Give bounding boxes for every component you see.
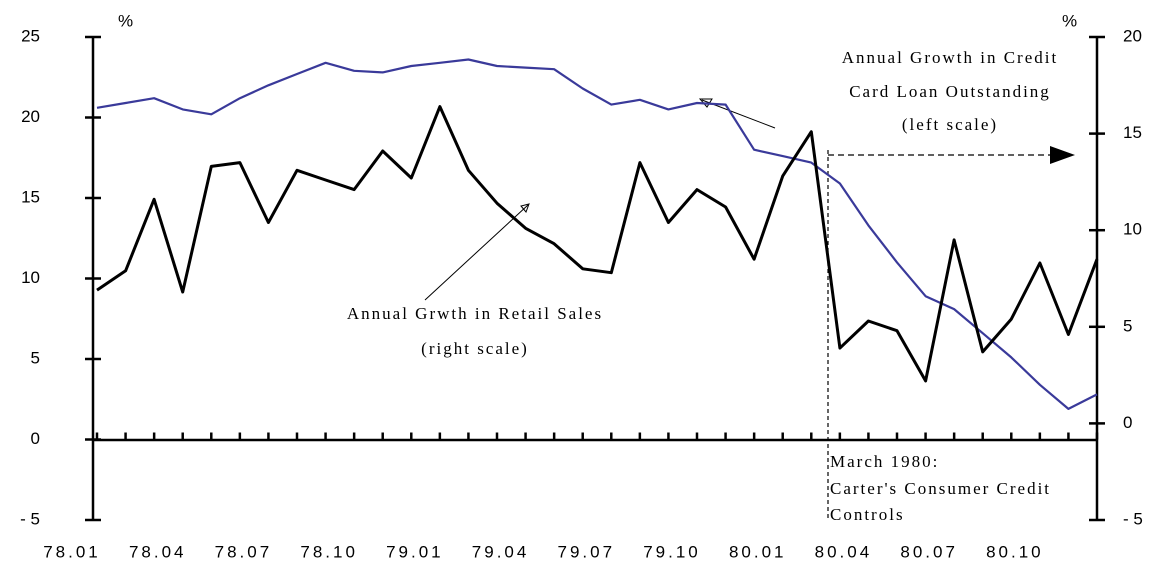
line-series [96, 105, 1099, 383]
x-tick-label: 79.04 [472, 542, 530, 561]
annotation: Card Loan Outstanding [849, 82, 1051, 101]
y2-tick-label: 5 [1123, 316, 1132, 335]
annotation: (right scale) [421, 339, 529, 358]
pointer [424, 204, 529, 301]
arrow-head [1050, 146, 1075, 164]
y-tick-label: - 5 [20, 509, 40, 528]
annotation: March 1980: [830, 452, 939, 471]
y2-axis-label: % [1062, 11, 1077, 30]
y-tick-label: 10 [21, 268, 40, 287]
annotation: (left scale) [902, 115, 998, 134]
y-tick-label: 5 [31, 348, 40, 367]
arrow-head [520, 203, 530, 213]
x-tick-label: 78.04 [129, 542, 187, 561]
y-tick-label: 0 [31, 429, 40, 448]
x-tick-label: 78.07 [215, 542, 273, 561]
x-tick-label: 80.01 [729, 542, 787, 561]
x-tick-label: 79.07 [558, 542, 616, 561]
x-tick-label: 80.04 [815, 542, 873, 561]
x-tick-label: 78.10 [300, 542, 358, 561]
annotation: Carter's Consumer Credit [830, 479, 1051, 498]
y-axis-label: % [118, 11, 133, 30]
x-tick-label: 80.10 [986, 542, 1044, 561]
y2-tick-label: 15 [1123, 123, 1142, 142]
annotation: Annual Growth in Credit [842, 48, 1058, 67]
credit-note: Annual Growth in Credit Card Loan Outsta… [842, 48, 1058, 134]
annotation: Annual Grwth in Retail Sales [347, 304, 603, 323]
y-tick-label: 20 [21, 107, 40, 126]
line-series [96, 58, 1098, 410]
y2-tick-label: 20 [1123, 26, 1142, 45]
y2-tick-label: 10 [1123, 220, 1142, 239]
x-tick-label: 80.07 [900, 542, 958, 561]
x-tick-label: 79.10 [643, 542, 701, 561]
annotation: Controls [830, 505, 905, 524]
x-tick-label: 79.01 [386, 542, 444, 561]
y2-tick-label: - 5 [1123, 509, 1143, 528]
x-tick-label: 78.01 [43, 542, 101, 561]
y-tick-label: 15 [21, 187, 40, 206]
y2-tick-label: 0 [1123, 413, 1132, 432]
y-tick-label: 25 [21, 26, 40, 45]
